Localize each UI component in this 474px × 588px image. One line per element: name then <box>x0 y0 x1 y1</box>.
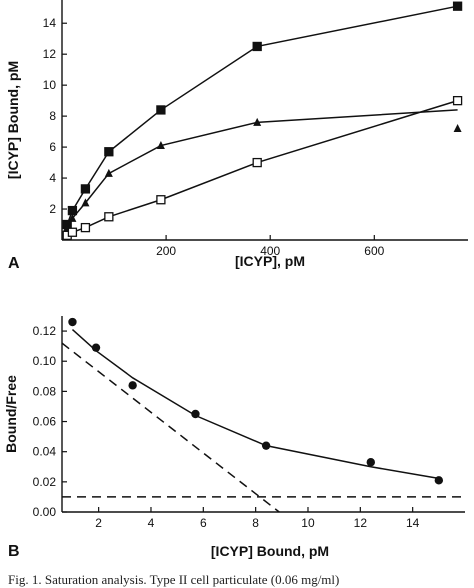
dashed-line-b-1 <box>61 342 280 513</box>
data-point-a-3 <box>104 212 114 222</box>
data-point-b <box>434 476 444 485</box>
data-point-b <box>91 343 101 352</box>
y-tick-label-b: 0.00 <box>33 505 57 519</box>
data-point-a-1 <box>156 105 166 115</box>
fit-curve-b <box>71 329 442 480</box>
data-point-a-1 <box>104 147 114 157</box>
y-tick-label-a: 2 <box>49 202 56 216</box>
data-point-b <box>261 441 271 450</box>
data-point-a-2 <box>104 168 113 177</box>
panel-label-b: B <box>8 543 20 560</box>
series-line-a-2 <box>66 109 458 228</box>
chart-panel-b: 0.00 0.02 0.04 0.06 0.08 0.10 0.12 2 4 6 8 10 12 14 [I… <box>3 316 465 560</box>
x-tick-label-b: 12 <box>354 516 368 530</box>
data-point-a-3 <box>452 95 463 106</box>
x-tick-label-b: 6 <box>200 516 207 530</box>
y-tick-label-a: 4 <box>49 171 56 185</box>
x-tick-label-a: 600 <box>364 244 384 258</box>
data-point-a-1 <box>67 205 78 216</box>
x-tick-label-a: 200 <box>156 244 176 258</box>
x-tick-label-b: 10 <box>301 516 315 530</box>
data-point-a-3 <box>67 227 78 237</box>
data-point-b <box>366 458 375 467</box>
y-tick-label-a: 10 <box>43 78 57 92</box>
chart-panel-a: 2 4 6 8 10 12 14 200 400 600 [ICYP], pM [ICYP] Boun… <box>5 0 468 272</box>
figure-caption: Fig. 1. Saturation analysis. Type II cel… <box>8 572 340 587</box>
data-point-b <box>68 317 77 327</box>
y-tick-label-b: 0.02 <box>33 475 57 489</box>
y-tick-label-b: 0.08 <box>33 384 57 398</box>
y-tick-label-a: 14 <box>43 16 57 30</box>
series-line-a-1 <box>66 5 458 225</box>
data-point-a-3 <box>156 195 166 205</box>
series-line-a-3 <box>66 99 458 236</box>
x-tick-label-b: 8 <box>252 516 259 530</box>
data-point-a-2 <box>253 117 262 126</box>
y-tick-label-a: 8 <box>49 109 56 123</box>
data-point-a-3 <box>252 157 262 168</box>
data-point-a-1 <box>252 41 262 52</box>
x-tick-label-b: 4 <box>148 516 155 530</box>
data-point-a-1 <box>452 1 463 11</box>
panel-label-a: A <box>8 255 20 272</box>
data-point-b <box>128 381 137 390</box>
y-tick-label-b: 0.12 <box>33 324 57 338</box>
x-axis-label-a: [ICYP], pM <box>235 253 305 269</box>
x-axis-label-b: [ICYP] Bound, pM <box>211 543 329 559</box>
x-tick-label-a: 400 <box>260 244 280 258</box>
data-point-a-2 <box>68 213 77 222</box>
x-tick-label-b: 14 <box>406 516 420 530</box>
y-tick-label-b: 0.06 <box>33 415 57 429</box>
y-tick-label-b: 0.04 <box>33 445 57 459</box>
data-point-a-2 <box>453 124 462 133</box>
data-point-b <box>191 409 200 419</box>
data-point-a-2 <box>156 141 165 150</box>
data-point-a-1 <box>80 184 91 194</box>
x-tick-label-b: 2 <box>95 516 102 530</box>
y-axis-label-a: [ICYP] Bound, pM <box>5 61 21 179</box>
y-tick-label-b: 0.10 <box>33 354 57 368</box>
data-point-a-3 <box>80 222 91 233</box>
data-point-a-2 <box>81 198 90 207</box>
y-tick-label-a: 12 <box>43 47 57 61</box>
y-tick-label-a: 6 <box>49 140 56 154</box>
y-axis-label-b: Bound/Free <box>3 375 19 453</box>
